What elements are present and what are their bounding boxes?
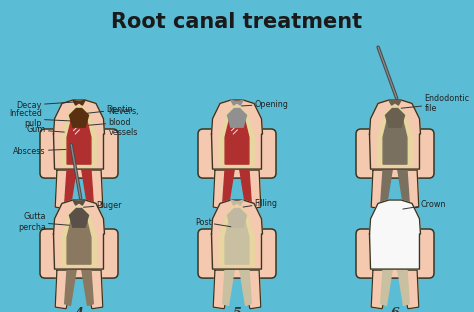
FancyBboxPatch shape: [198, 229, 276, 278]
Polygon shape: [399, 270, 419, 309]
Polygon shape: [82, 269, 93, 305]
Polygon shape: [383, 115, 407, 164]
Text: 6: 6: [391, 307, 400, 312]
Polygon shape: [54, 200, 104, 269]
Polygon shape: [61, 206, 97, 266]
Polygon shape: [82, 270, 103, 309]
Polygon shape: [213, 270, 234, 309]
Polygon shape: [67, 115, 91, 164]
Polygon shape: [55, 270, 75, 309]
FancyBboxPatch shape: [40, 229, 118, 278]
Polygon shape: [240, 170, 261, 209]
Text: Post: Post: [195, 217, 231, 227]
Text: 5: 5: [233, 307, 241, 312]
Polygon shape: [225, 115, 249, 164]
Polygon shape: [73, 100, 85, 105]
Polygon shape: [82, 169, 93, 205]
Text: Abscess: Abscess: [13, 147, 66, 155]
Polygon shape: [370, 200, 420, 269]
Text: Filling: Filling: [243, 199, 278, 208]
Text: Pluger: Pluger: [83, 201, 122, 210]
Text: 4: 4: [74, 307, 83, 312]
Polygon shape: [385, 109, 404, 127]
Polygon shape: [381, 269, 392, 305]
Polygon shape: [231, 100, 243, 105]
Polygon shape: [389, 100, 401, 105]
Polygon shape: [213, 170, 234, 209]
Polygon shape: [223, 169, 234, 205]
Text: Gutta
percha: Gutta percha: [18, 212, 69, 232]
Polygon shape: [219, 106, 255, 166]
Polygon shape: [55, 170, 75, 209]
Text: Opening: Opening: [241, 100, 289, 109]
Text: 3: 3: [391, 207, 400, 220]
Polygon shape: [398, 269, 409, 305]
Polygon shape: [377, 106, 413, 166]
Polygon shape: [398, 169, 409, 205]
Text: Crown: Crown: [403, 200, 446, 209]
Text: Endodontic
file: Endodontic file: [401, 94, 469, 113]
Text: Infected
pulp: Infected pulp: [9, 109, 71, 129]
Polygon shape: [399, 170, 419, 209]
Text: Dentin: Dentin: [87, 105, 133, 114]
Polygon shape: [65, 269, 76, 305]
Polygon shape: [219, 206, 255, 266]
Polygon shape: [225, 215, 249, 264]
Polygon shape: [228, 208, 246, 227]
Polygon shape: [67, 215, 91, 264]
Polygon shape: [82, 170, 103, 209]
Text: Decay: Decay: [17, 100, 76, 110]
Text: Root canal treatment: Root canal treatment: [111, 12, 363, 32]
Polygon shape: [223, 269, 234, 305]
FancyBboxPatch shape: [40, 129, 118, 178]
Polygon shape: [240, 269, 251, 305]
Polygon shape: [231, 200, 243, 205]
Polygon shape: [371, 270, 392, 309]
FancyBboxPatch shape: [198, 129, 276, 178]
Polygon shape: [370, 100, 420, 169]
FancyBboxPatch shape: [356, 229, 434, 278]
Text: 1: 1: [74, 207, 83, 220]
Polygon shape: [228, 109, 246, 127]
Polygon shape: [73, 200, 85, 205]
Polygon shape: [70, 109, 89, 127]
Polygon shape: [54, 100, 104, 169]
Polygon shape: [371, 170, 392, 209]
Text: Nevers,
blood
vessels: Nevers, blood vessels: [89, 107, 139, 137]
Polygon shape: [211, 200, 263, 269]
Text: 2: 2: [233, 207, 241, 220]
Polygon shape: [61, 106, 97, 166]
Polygon shape: [240, 270, 261, 309]
Text: Gum: Gum: [27, 125, 64, 134]
Polygon shape: [70, 208, 89, 227]
Polygon shape: [211, 100, 263, 169]
Polygon shape: [240, 169, 251, 205]
FancyBboxPatch shape: [356, 129, 434, 178]
Polygon shape: [65, 169, 76, 205]
Polygon shape: [381, 169, 392, 205]
